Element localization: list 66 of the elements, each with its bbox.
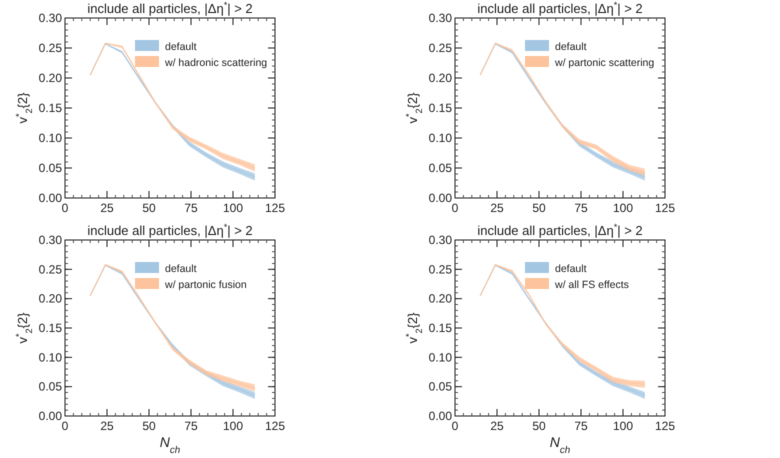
y-tick-label: 0.00 [428, 409, 452, 423]
x-axis-title: N$_{ch}$ [160, 434, 180, 456]
x-tick-label: 50 [532, 419, 546, 433]
chart-title: include all particles, |Δη$^{*}$| > 2 [477, 222, 643, 238]
x-tick-label: 25 [490, 201, 504, 215]
y-tick-label: 0.10 [428, 350, 452, 364]
y-tick-label: 0.00 [428, 191, 452, 205]
x-tick-label: 75 [184, 419, 198, 433]
legend-label: w/ partonic scattering [554, 57, 654, 69]
chart-title: include all particles, |Δη$^{*}$| > 2 [87, 222, 253, 238]
legend-label: default [555, 263, 587, 275]
y-tick-label: 0.05 [38, 380, 62, 394]
legend-label: w/ hadronic scattering [164, 57, 268, 69]
y-tick-label: 0.25 [428, 262, 452, 276]
legend-label: w/ all FS effects [554, 279, 629, 291]
x-tick-label: 100 [612, 201, 634, 215]
x-tick-label: 50 [532, 201, 546, 215]
y-tick-label: 0.20 [428, 71, 452, 85]
y-tick-label: 0.10 [38, 350, 62, 364]
y-tick-label: 0.05 [38, 161, 62, 175]
chart-title: include all particles, |Δη$^{*}$| > 2 [87, 0, 253, 16]
legend-label: default [555, 41, 587, 53]
x-tick-label: 125 [654, 201, 676, 215]
x-tick-label: 0 [62, 201, 69, 215]
x-tick-label: 125 [654, 419, 676, 433]
y-tick-label: 0.25 [428, 41, 452, 55]
y-tick-label: 0.05 [428, 161, 452, 175]
x-tick-label: 125 [264, 201, 286, 215]
x-axis-title: N$_{ch}$ [550, 434, 570, 456]
x-tick-label: 50 [142, 201, 156, 215]
x-tick-label: 75 [184, 201, 198, 215]
y-tick-label: 0.15 [38, 321, 62, 335]
y-tick-label: 0.25 [38, 41, 62, 55]
y-tick-label: 0.10 [428, 131, 452, 145]
y-tick-label: 0.20 [38, 292, 62, 306]
y-tick-label: 0.05 [428, 380, 452, 394]
y-tick-label: 0.30 [428, 11, 452, 25]
x-tick-label: 0 [452, 419, 459, 433]
x-tick-label: 25 [490, 419, 504, 433]
x-tick-label: 75 [574, 201, 588, 215]
x-tick-label: 100 [222, 201, 244, 215]
y-tick-label: 0.15 [38, 101, 62, 115]
y-tick-label: 0.20 [38, 71, 62, 85]
y-tick-label: 0.00 [38, 191, 62, 205]
y-tick-label: 0.30 [38, 233, 62, 247]
x-tick-label: 125 [264, 419, 286, 433]
legend-label: default [165, 263, 197, 275]
legend-label: w/ partonic fusion [164, 279, 247, 291]
y-tick-label: 0.00 [38, 409, 62, 423]
y-tick-label: 0.25 [38, 262, 62, 276]
chart-title: include all particles, |Δη$^{*}$| > 2 [477, 0, 643, 16]
x-tick-label: 25 [100, 419, 114, 433]
y-tick-label: 0.30 [428, 233, 452, 247]
y-tick-label: 0.10 [38, 131, 62, 145]
y-tick-label: 0.15 [428, 321, 452, 335]
x-tick-label: 0 [62, 419, 69, 433]
x-tick-label: 0 [452, 201, 459, 215]
y-tick-label: 0.30 [38, 11, 62, 25]
legend-label: default [165, 41, 197, 53]
y-tick-label: 0.15 [428, 101, 452, 115]
x-tick-label: 100 [222, 419, 244, 433]
x-tick-label: 100 [612, 419, 634, 433]
x-tick-label: 75 [574, 419, 588, 433]
y-tick-label: 0.20 [428, 292, 452, 306]
x-tick-label: 25 [100, 201, 114, 215]
x-tick-label: 50 [142, 419, 156, 433]
